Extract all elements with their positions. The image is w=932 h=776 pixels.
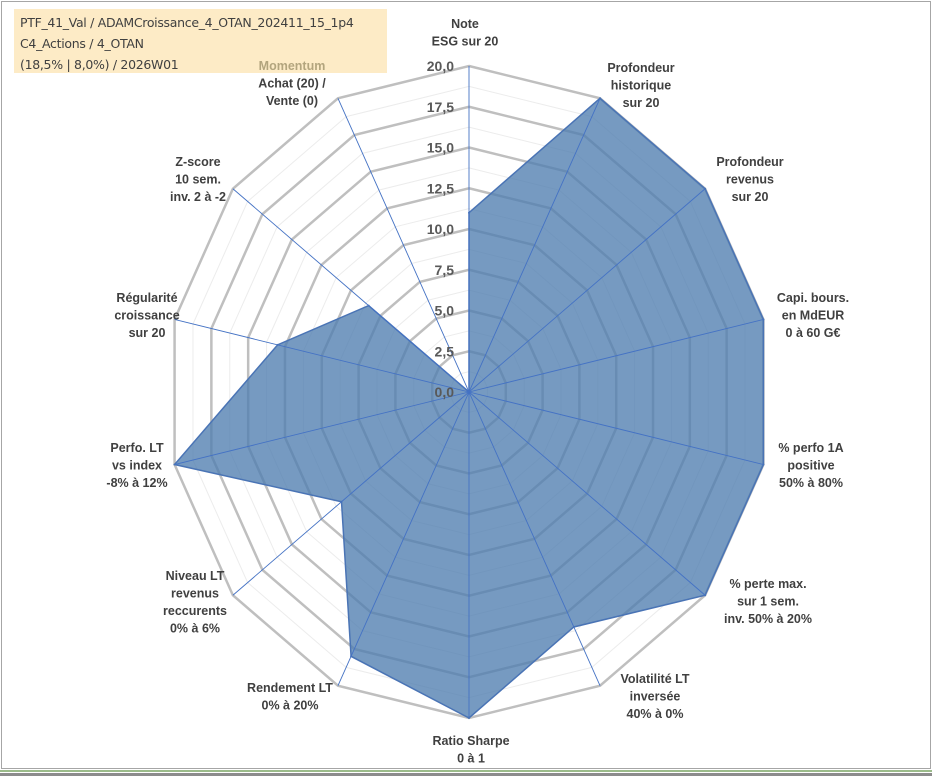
- axis-label: 0 à 60 G€: [786, 326, 841, 340]
- axis-label: sur 1 sem.: [737, 595, 799, 609]
- axis-label: en MdEUR: [782, 309, 845, 323]
- chart-title-box: PTF_41_Val / ADAMCroissance_4_OTAN_20241…: [14, 9, 387, 73]
- axis-label: Perfo. LT: [110, 441, 164, 455]
- axis-spoke: [174, 319, 470, 393]
- radial-tick-label: 0,0: [435, 384, 455, 400]
- radial-tick-label: 2,5: [435, 343, 455, 359]
- axis-label: positive: [787, 459, 834, 473]
- axis-spoke: [468, 391, 601, 686]
- axis-label: Ratio Sharpe: [432, 734, 509, 748]
- radial-tick-label: 5,0: [435, 303, 455, 319]
- axis-spoke: [232, 391, 470, 596]
- axis-label: 0% à 6%: [170, 622, 220, 636]
- axis-label: Régularité: [116, 291, 177, 305]
- axis-label: vs index: [112, 459, 162, 473]
- bottom-border: [0, 770, 932, 772]
- axis-label: reccurents: [163, 604, 227, 618]
- axis-label: inv. 2 à -2: [170, 190, 226, 204]
- axis-spoke: [337, 98, 470, 393]
- axis-label: % perfo 1A: [778, 441, 843, 455]
- title-line-2: C4_Actions / 4_OTAN: [20, 36, 144, 51]
- axis-label: 10 sem.: [175, 173, 221, 187]
- axis-label: sur 20: [623, 96, 660, 110]
- axis-label: Achat (20) /: [258, 77, 326, 91]
- axis-label: 40% à 0%: [627, 707, 684, 721]
- axis-label: inversée: [630, 690, 681, 704]
- radial-tick-label: 17,5: [427, 99, 454, 115]
- axis-spoke: [468, 391, 764, 465]
- axis-spoke: [232, 188, 470, 393]
- axis-label: Rendement LT: [247, 681, 333, 695]
- axis-label: 0% à 20%: [262, 699, 319, 713]
- title-line-3: (18,5% | 8,0%) / 2026W01: [20, 57, 179, 72]
- axis-label: Profondeur: [607, 61, 674, 75]
- radial-tick-label: 20,0: [427, 58, 454, 74]
- axis-label: 0 à 1: [457, 752, 485, 766]
- axis-label: Momentum: [259, 59, 326, 73]
- axis-label: sur 20: [129, 326, 166, 340]
- axis-spoke: [468, 188, 706, 393]
- axis-label: sur 20: [732, 190, 769, 204]
- axis-label: 50% à 80%: [779, 476, 843, 490]
- axis-label: inv. 50% à 20%: [724, 612, 812, 626]
- axis-label: Profondeur: [716, 155, 783, 169]
- axis-label: revenus: [726, 173, 774, 187]
- axis-label: % perte max.: [729, 577, 806, 591]
- axis-label: croissance: [114, 309, 179, 323]
- axis-spoke: [337, 391, 470, 686]
- axis-label: Vente (0): [266, 94, 318, 108]
- axis-label: Capi. bours.: [777, 291, 849, 305]
- axis-label: -8% à 12%: [106, 476, 167, 490]
- axis-label: historique: [611, 79, 671, 93]
- title-line-1: PTF_41_Val / ADAMCroissance_4_OTAN_20241…: [20, 15, 354, 30]
- axis-spoke: [468, 391, 706, 596]
- radial-tick-label: 10,0: [427, 221, 454, 237]
- radial-tick-label: 15,0: [427, 140, 454, 156]
- axis-label: Note: [451, 17, 479, 31]
- axis-spoke: [468, 319, 764, 393]
- axis-spoke: [174, 391, 470, 465]
- axis-label: Z-score: [175, 155, 220, 169]
- bottom-border-dark: [0, 773, 932, 776]
- radial-tick-label: 12,5: [427, 180, 454, 196]
- radial-tick-label: 7,5: [435, 262, 455, 278]
- axis-label: Niveau LT: [166, 569, 225, 583]
- axis-label: revenus: [171, 587, 219, 601]
- axis-label: ESG sur 20: [432, 35, 499, 49]
- axis-spoke: [468, 98, 601, 393]
- axis-label: Volatilité LT: [621, 672, 690, 686]
